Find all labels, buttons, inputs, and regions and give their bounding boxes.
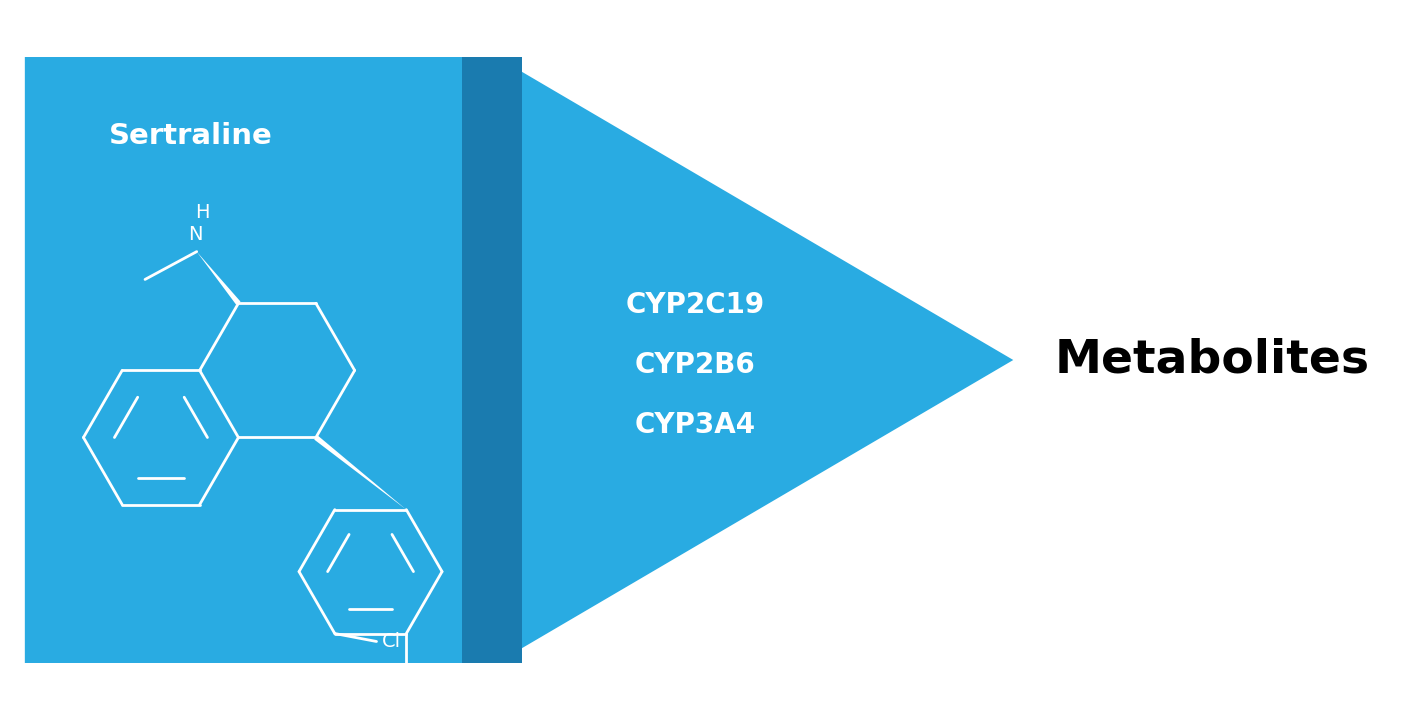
Polygon shape: [197, 251, 241, 305]
Text: Metabolites: Metabolites: [1055, 338, 1370, 382]
Text: Cl: Cl: [397, 679, 415, 698]
Text: Cl: Cl: [382, 632, 401, 651]
Text: N: N: [189, 225, 203, 243]
Text: CYP2C19: CYP2C19: [625, 292, 765, 320]
Polygon shape: [25, 57, 1014, 663]
Text: CYP2B6: CYP2B6: [635, 351, 756, 379]
Text: Sertraline: Sertraline: [110, 122, 273, 150]
Polygon shape: [314, 436, 407, 510]
Text: CYP3A4: CYP3A4: [635, 410, 756, 438]
Polygon shape: [462, 57, 521, 663]
Text: H: H: [196, 203, 210, 222]
